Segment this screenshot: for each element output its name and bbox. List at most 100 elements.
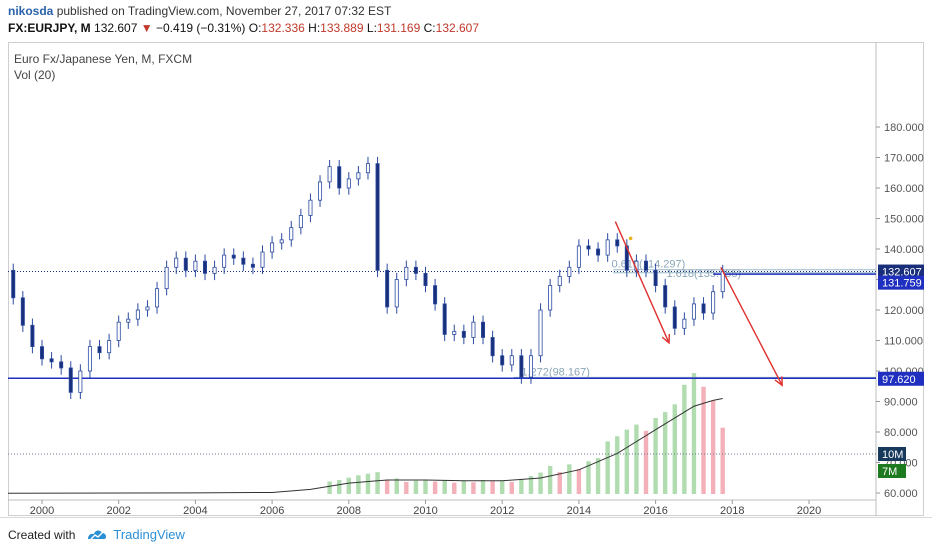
candle-body	[40, 346, 45, 360]
price-tick-label: 150.000	[884, 214, 924, 226]
candle-body	[663, 285, 668, 308]
candle-body	[222, 254, 227, 268]
candle-body	[548, 285, 553, 311]
volume-bar	[404, 481, 409, 494]
volume-bar	[615, 436, 620, 494]
arrow-head	[774, 376, 783, 387]
time-tick-label: 2004	[183, 505, 207, 516]
candle-body	[385, 269, 390, 308]
volume-bar	[672, 404, 677, 494]
close-label: C:	[423, 21, 436, 35]
footer-bar: Created with TradingView	[0, 517, 932, 551]
candle-body	[596, 248, 601, 256]
candle-body	[298, 215, 303, 229]
volume-bar	[643, 430, 649, 494]
time-tick-label: 2010	[413, 505, 437, 516]
volume-bar	[471, 482, 476, 494]
author-name[interactable]: nikosda	[8, 4, 54, 18]
volume-bar	[452, 482, 457, 494]
candle-body	[461, 330, 466, 338]
volume-bar	[634, 424, 639, 494]
arrow-line	[614, 221, 670, 344]
time-tick-label: 2008	[337, 505, 361, 516]
candle-body	[308, 199, 313, 216]
tradingview-brand[interactable]: TradingView	[113, 527, 185, 542]
close-value: 132.607	[435, 21, 480, 35]
candle-body	[567, 266, 572, 277]
high-label: H:	[308, 21, 321, 35]
candle-body	[78, 370, 83, 393]
price-tick-label: 60.000	[884, 488, 918, 500]
time-tick-label: 2006	[260, 505, 284, 516]
candle-body	[327, 166, 332, 183]
price-badge-label: 131.759	[882, 278, 922, 290]
price-tick-label: 140.000	[884, 244, 924, 256]
candle-body	[231, 254, 236, 259]
price-tick-label: 170.000	[884, 153, 924, 165]
candle-body	[500, 355, 505, 366]
volume-bar	[337, 479, 342, 494]
volume-bar	[576, 469, 582, 494]
candle-body	[145, 306, 150, 311]
candle-body	[135, 309, 140, 320]
tradingview-logo-icon[interactable]	[85, 527, 109, 543]
legend-indicator[interactable]: Vol (20)	[14, 68, 56, 82]
candle-body	[365, 163, 370, 174]
price-tick-label: 160.000	[884, 183, 924, 195]
volume-badge-label: 7M	[882, 466, 897, 478]
candle-body	[691, 303, 696, 320]
time-tick-label: 2012	[490, 505, 514, 516]
volume-bar	[327, 481, 332, 494]
candle-body	[116, 321, 121, 341]
volume-badge-label: 10M	[882, 449, 903, 461]
candle-body	[337, 166, 342, 189]
candle-body	[107, 340, 112, 354]
volume-bar	[720, 427, 725, 494]
candle-body	[87, 346, 92, 372]
volume-bar	[442, 480, 447, 494]
price-tick-label: 80.000	[884, 427, 918, 439]
chart-area[interactable]: 60.00070.00080.00090.000100.000110.00012…	[8, 42, 924, 516]
volume-bar	[595, 458, 601, 494]
arrow-head	[661, 333, 671, 345]
volume-bar	[624, 429, 630, 494]
candle-body	[509, 355, 514, 366]
volume-bar	[432, 481, 438, 494]
time-tick-label: 2016	[643, 505, 667, 516]
volume-bar	[365, 473, 371, 494]
volume-bar	[653, 417, 658, 494]
candle-body	[701, 303, 706, 314]
volume-bar	[500, 480, 505, 494]
candle-body	[68, 367, 73, 393]
candle-body	[49, 358, 54, 363]
price-badge	[878, 264, 924, 279]
candle-body	[615, 239, 620, 247]
volume-bar	[413, 480, 419, 494]
arrow-line	[720, 266, 783, 386]
candle-body	[644, 260, 649, 271]
volume-bar	[480, 479, 486, 494]
volume-bar	[586, 461, 591, 494]
candle-body	[346, 178, 351, 189]
low-label: L:	[366, 21, 377, 35]
volume-ma-line	[8, 397, 723, 494]
candle-body	[250, 263, 255, 268]
created-with-label: Created with	[8, 527, 76, 542]
chart-legend: Euro Fx/Japanese Yen, M, FXCM Vol (20)	[14, 51, 192, 83]
time-tick-label: 2000	[30, 505, 54, 516]
volume-bar	[605, 441, 610, 494]
legend-title: Euro Fx/Japanese Yen, M, FXCM	[14, 52, 193, 66]
candle-body	[155, 288, 160, 308]
candle-body	[557, 276, 562, 286]
price-badge	[878, 275, 924, 290]
candle-body	[711, 291, 716, 314]
volume-bar	[691, 373, 697, 494]
candle-body	[375, 163, 380, 271]
candle-body	[202, 260, 207, 274]
volume-bar	[528, 476, 534, 494]
volume-bar	[461, 480, 467, 494]
candle-body	[538, 309, 543, 357]
candle-body	[528, 355, 533, 378]
price-chart[interactable]: 60.00070.00080.00090.000100.000110.00012…	[8, 42, 924, 516]
published-text: published on TradingView.com, November 2…	[56, 4, 392, 18]
